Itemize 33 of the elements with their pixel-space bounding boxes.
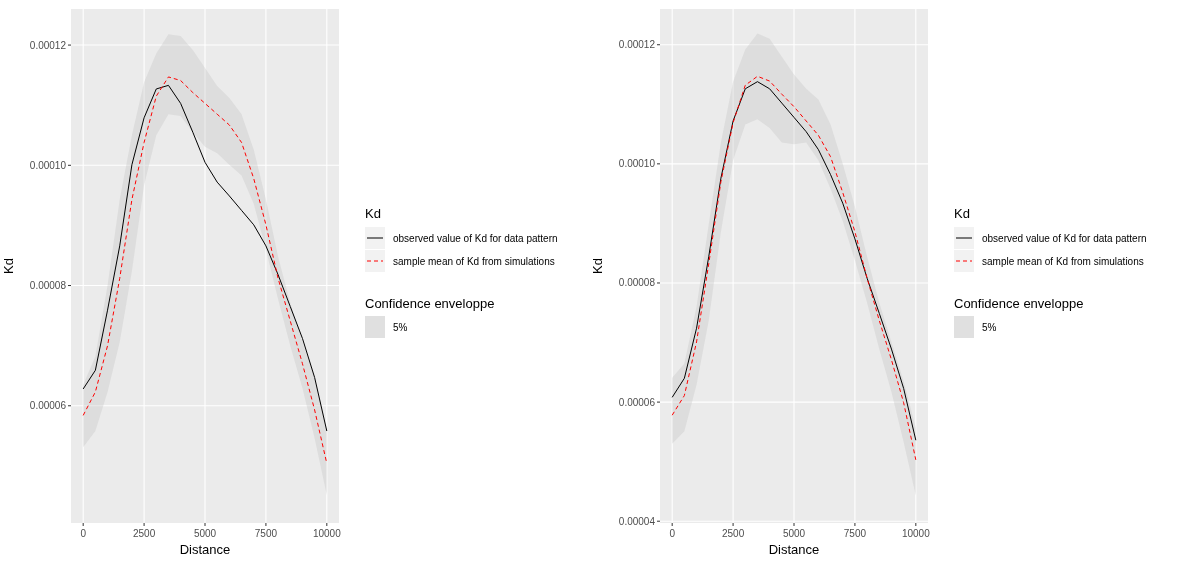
legend-label: sample mean of Kd from simulations xyxy=(393,255,555,267)
x-tick-label: 0 xyxy=(669,528,676,539)
x-tick-label: 2500 xyxy=(132,528,156,539)
y-axis-title: Kd xyxy=(590,258,605,274)
y-tick-label: 0.00004 xyxy=(618,515,656,527)
legend-title: Kd xyxy=(954,206,970,221)
legend-label: observed value of Kd for data pattern xyxy=(393,232,558,244)
x-tick-label: 7500 xyxy=(843,528,867,539)
y-tick-label: 0.00006 xyxy=(618,396,656,408)
x-tick-label: 10000 xyxy=(901,528,931,539)
y-tick-label: 0.00010 xyxy=(618,158,656,170)
x-tick-label: 0 xyxy=(80,528,87,539)
text: Confidence enveloppe xyxy=(954,296,1084,311)
text: 5% xyxy=(982,321,997,333)
y-axis-title: Kd xyxy=(1,258,16,274)
y-tick-label: 0.00012 xyxy=(618,39,656,51)
x-tick-label: 10000 xyxy=(312,528,342,539)
legend-title: Kd xyxy=(365,206,381,221)
y-tick-label: 0.00006 xyxy=(29,400,67,412)
x-tick-label: 5000 xyxy=(782,528,806,539)
legend-label: sample mean of Kd from simulations xyxy=(982,255,1144,267)
y-tick-label: 0.00008 xyxy=(29,280,67,292)
y-tick-label: 0.00012 xyxy=(29,39,67,51)
x-axis-title: Distance xyxy=(768,542,820,557)
text: 5% xyxy=(393,321,408,333)
y-tick-label: 0.00008 xyxy=(618,277,656,289)
legend-label: observed value of Kd for data pattern xyxy=(982,232,1147,244)
y-tick-label: 0.00010 xyxy=(29,159,67,171)
x-tick-label: 5000 xyxy=(193,528,217,539)
x-tick-label: 2500 xyxy=(721,528,745,539)
x-tick-label: 7500 xyxy=(254,528,278,539)
text: Confidence enveloppe xyxy=(365,296,495,311)
x-axis-title: Distance xyxy=(179,542,231,557)
